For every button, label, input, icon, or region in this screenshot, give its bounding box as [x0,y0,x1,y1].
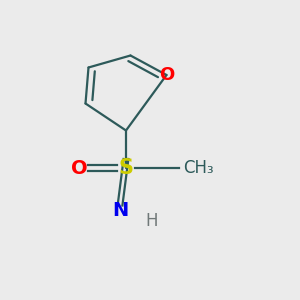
Text: N: N [112,200,128,220]
Text: CH₃: CH₃ [183,159,214,177]
Text: H: H [145,212,158,230]
Text: O: O [159,66,174,84]
Text: S: S [118,158,134,178]
Text: O: O [71,158,88,178]
